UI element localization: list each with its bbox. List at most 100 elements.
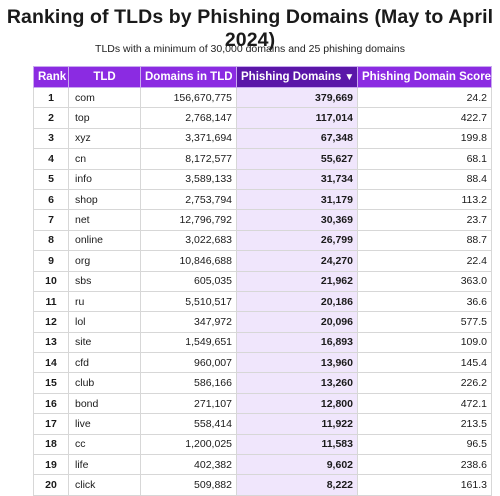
domains-cell: 3,022,683 — [140, 229, 237, 252]
table-row: 20 click 509,882 8,222 161.3 — [33, 474, 492, 496]
score-cell: 213.5 — [357, 413, 492, 435]
phishing-domains-cell: 31,734 — [236, 168, 358, 190]
rank-cell: 3 — [33, 127, 69, 150]
score-cell: 363.0 — [357, 270, 492, 292]
domains-cell: 558,414 — [140, 413, 237, 435]
sort-desc-icon: ▼ — [344, 72, 355, 83]
tld-cell: org — [68, 250, 141, 272]
tld-cell: lol — [68, 311, 141, 333]
domains-cell: 10,846,688 — [140, 250, 237, 272]
table-row: 9 org 10,846,688 24,270 22.4 — [33, 250, 492, 272]
domains-cell: 12,796,792 — [140, 209, 237, 231]
phishing-domains-cell: 67,348 — [236, 127, 358, 150]
phishing-domains-cell: 31,179 — [236, 188, 358, 211]
rank-cell: 9 — [33, 250, 69, 272]
phishing-domains-cell: 24,270 — [236, 250, 358, 272]
domains-cell: 156,670,775 — [140, 86, 237, 109]
score-cell: 88.7 — [357, 229, 492, 252]
rank-cell: 18 — [33, 433, 69, 456]
tld-cell: com — [68, 86, 141, 109]
phishing-domains-cell: 13,260 — [236, 372, 358, 394]
score-cell: 199.8 — [357, 127, 492, 150]
table-header-row: Rank TLD Domains in TLD Phishing Domains… — [33, 66, 492, 88]
rank-cell: 7 — [33, 209, 69, 231]
column-header-phishing-label: Phishing Domains — [241, 71, 342, 83]
tld-cell: club — [68, 372, 141, 394]
score-cell: 238.6 — [357, 454, 492, 476]
domains-cell: 5,510,517 — [140, 290, 237, 313]
tld-cell: sbs — [68, 270, 141, 292]
table-row: 16 bond 271,107 12,800 472.1 — [33, 392, 492, 415]
chart-title: Ranking of TLDs by Phishing Domains (May… — [6, 6, 494, 51]
tld-cell: top — [68, 107, 141, 129]
rank-cell: 14 — [33, 352, 69, 374]
rank-cell: 17 — [33, 413, 69, 435]
table-row: 4 cn 8,172,577 55,627 68.1 — [33, 148, 492, 170]
table-row: 2 top 2,768,147 117,014 422.7 — [33, 107, 492, 129]
table-row: 17 live 558,414 11,922 213.5 — [33, 413, 492, 435]
table-row: 15 club 586,166 13,260 226.2 — [33, 372, 492, 394]
table-row: 13 site 1,549,651 16,893 109.0 — [33, 331, 492, 354]
domains-cell: 2,753,794 — [140, 188, 237, 211]
score-cell: 161.3 — [357, 474, 492, 496]
score-cell: 96.5 — [357, 433, 492, 456]
score-cell: 226.2 — [357, 372, 492, 394]
domains-cell: 605,035 — [140, 270, 237, 292]
phishing-domains-cell: 20,096 — [236, 311, 358, 333]
domains-cell: 586,166 — [140, 372, 237, 394]
domains-cell: 271,107 — [140, 392, 237, 415]
tld-cell: cc — [68, 433, 141, 456]
tld-cell: info — [68, 168, 141, 190]
score-cell: 113.2 — [357, 188, 492, 211]
phishing-domains-cell: 11,922 — [236, 413, 358, 435]
rank-cell: 15 — [33, 372, 69, 394]
tld-cell: cn — [68, 148, 141, 170]
rank-cell: 6 — [33, 188, 69, 211]
tld-cell: click — [68, 474, 141, 496]
score-cell: 36.6 — [357, 290, 492, 313]
rank-cell: 2 — [33, 107, 69, 129]
column-header-phishing-domains[interactable]: Phishing Domains ▼ — [236, 66, 358, 88]
column-header-domains[interactable]: Domains in TLD — [140, 66, 237, 88]
tld-cell: cfd — [68, 352, 141, 374]
table-body: 1 com 156,670,775 379,669 24.2 2 top 2,768,147 1… — [33, 86, 492, 496]
column-header-rank[interactable]: Rank — [33, 66, 69, 88]
phishing-domains-cell: 26,799 — [236, 229, 358, 252]
tld-cell: net — [68, 209, 141, 231]
rank-cell: 11 — [33, 290, 69, 313]
phishing-domains-cell: 30,369 — [236, 209, 358, 231]
domains-cell: 3,371,694 — [140, 127, 237, 150]
column-header-tld[interactable]: TLD — [68, 66, 141, 88]
table-row: 8 online 3,022,683 26,799 88.7 — [33, 229, 492, 252]
domains-cell: 402,382 — [140, 454, 237, 476]
table-row: 6 shop 2,753,794 31,179 113.2 — [33, 188, 492, 211]
rank-cell: 13 — [33, 331, 69, 354]
score-cell: 145.4 — [357, 352, 492, 374]
tld-cell: site — [68, 331, 141, 354]
phishing-domains-cell: 11,583 — [236, 433, 358, 456]
domains-cell: 509,882 — [140, 474, 237, 496]
chart-subtitle: TLDs with a minimum of 30,000 domains an… — [95, 43, 405, 55]
rank-cell: 4 — [33, 148, 69, 170]
tld-cell: online — [68, 229, 141, 252]
table-row: 1 com 156,670,775 379,669 24.2 — [33, 86, 492, 109]
phishing-domains-cell: 55,627 — [236, 148, 358, 170]
phishing-domains-cell: 9,602 — [236, 454, 358, 476]
column-header-score[interactable]: Phishing Domain Score — [357, 66, 492, 88]
phishing-domains-cell: 21,962 — [236, 270, 358, 292]
phishing-domains-cell: 20,186 — [236, 290, 358, 313]
table-row: 7 net 12,796,792 30,369 23.7 — [33, 209, 492, 231]
score-cell: 24.2 — [357, 86, 492, 109]
domains-cell: 960,007 — [140, 352, 237, 374]
domains-cell: 2,768,147 — [140, 107, 237, 129]
score-cell: 22.4 — [357, 250, 492, 272]
score-cell: 23.7 — [357, 209, 492, 231]
domains-cell: 3,589,133 — [140, 168, 237, 190]
rank-cell: 19 — [33, 454, 69, 476]
phishing-domains-cell: 13,960 — [236, 352, 358, 374]
phishing-domains-cell: 117,014 — [236, 107, 358, 129]
phishing-domains-cell: 16,893 — [236, 331, 358, 354]
score-cell: 88.4 — [357, 168, 492, 190]
rank-cell: 1 — [33, 86, 69, 109]
table-row: 19 life 402,382 9,602 238.6 — [33, 454, 492, 476]
